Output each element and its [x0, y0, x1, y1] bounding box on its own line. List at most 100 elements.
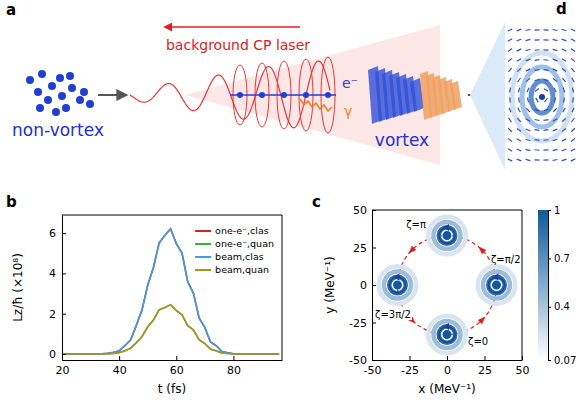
electron-dot	[325, 92, 331, 98]
tick-label: 20	[56, 364, 70, 377]
tick: 25	[353, 242, 376, 255]
tick-mark	[62, 233, 66, 234]
field-arrow	[526, 49, 531, 50]
tick-mark	[485, 356, 486, 360]
field-arrow	[535, 69, 540, 71]
field-arrow	[562, 59, 566, 62]
field-arrow	[526, 139, 531, 141]
tick: 0	[49, 348, 66, 361]
field-arrow	[517, 49, 521, 51]
field-arrow	[517, 39, 522, 41]
input-label: non-vortex	[12, 120, 104, 140]
orbit-arrow	[408, 246, 416, 254]
tick-mark	[176, 356, 177, 360]
field-arrow	[563, 108, 566, 112]
beam-cone	[470, 22, 505, 170]
field-arrow	[526, 149, 531, 150]
electron-dot	[281, 92, 287, 98]
tick: 0.4	[548, 301, 570, 312]
tick: 80	[227, 356, 241, 377]
tick-mark	[548, 307, 551, 308]
field-arrow	[508, 139, 512, 142]
rotation-circle	[439, 327, 455, 343]
field-arrow	[526, 159, 531, 160]
tick-label: 6	[49, 227, 56, 240]
electron-dot	[36, 104, 44, 112]
field-arrow	[536, 98, 539, 102]
tick-label: -25	[349, 317, 367, 330]
field-arrow	[535, 159, 540, 161]
field-arrow	[535, 49, 540, 51]
field-arrow	[526, 69, 530, 71]
vortex-labels: ζ=0ζ=π/2ζ=πζ=3π/2	[374, 219, 522, 347]
field-arrow	[554, 88, 556, 92]
tick-mark	[372, 360, 376, 361]
density-ring	[428, 316, 466, 354]
laser-label: background CP laser	[166, 37, 310, 53]
field-arrow	[526, 108, 529, 112]
vortex-label: ζ=π	[406, 219, 426, 230]
density-ring	[445, 233, 450, 238]
density-ring	[445, 332, 450, 337]
density-ring	[395, 283, 400, 288]
vortex-core	[539, 94, 545, 100]
tick: 40	[113, 356, 127, 377]
tick-mark	[233, 356, 234, 360]
panel-letter: c	[312, 193, 321, 211]
field-arrow	[509, 78, 511, 82]
density-ring	[428, 217, 466, 255]
tick-label: 40	[113, 364, 127, 377]
rotation-circle	[439, 228, 455, 244]
field-arrow	[517, 149, 522, 151]
orbit-arrow	[478, 316, 486, 324]
legend-label: beam,quan	[215, 264, 269, 275]
x-axis: -50-2502550	[364, 356, 530, 377]
electron-dot	[48, 82, 56, 90]
tick-mark	[372, 248, 376, 249]
electron-dot	[62, 104, 70, 112]
tick-mark	[548, 210, 551, 211]
field-arrow	[518, 108, 520, 112]
tick-mark	[548, 360, 551, 361]
vortex-label: ζ=π/2	[491, 254, 521, 265]
electron-dot	[76, 96, 84, 104]
tick: 50	[353, 204, 376, 217]
field-arrow	[571, 49, 575, 52]
tick-mark	[372, 323, 376, 324]
field-arrow	[544, 129, 549, 131]
photon-wiggle	[300, 99, 332, 111]
legend-item: beam,clas	[195, 251, 264, 262]
rotation-arrow	[394, 274, 400, 281]
x-axis-title: t (fs)	[158, 382, 186, 396]
output-label: vortex	[375, 130, 429, 150]
field-arrow	[562, 149, 567, 151]
plot-area	[62, 229, 279, 354]
series-line	[62, 229, 279, 354]
density-ring	[384, 272, 411, 299]
field-arrow	[544, 69, 549, 71]
field-arrow	[518, 88, 519, 93]
y-axis: -50-2502550	[349, 204, 376, 367]
tick: 0	[360, 279, 376, 292]
electron-dot	[26, 76, 34, 84]
field-arrow	[544, 119, 549, 121]
vortex-ring	[522, 67, 562, 127]
density-ring	[494, 283, 499, 288]
field-arrow	[553, 149, 558, 150]
tick-label: 50	[516, 364, 530, 377]
tick: 0.7	[548, 253, 570, 264]
axis-line	[62, 216, 63, 361]
field-arrow	[562, 49, 567, 51]
field-arrow	[571, 68, 574, 72]
panel-letter: d	[556, 0, 567, 18]
label-patch	[490, 254, 522, 265]
field-arrow	[508, 49, 512, 52]
field-arrow	[553, 129, 558, 131]
field-arrow	[517, 68, 521, 71]
field-arrow	[535, 59, 540, 61]
field-arrow	[508, 159, 512, 161]
field-arrow	[562, 118, 566, 121]
electron-dot	[259, 92, 265, 98]
field-arrow	[563, 98, 565, 103]
electron-dot	[86, 100, 94, 108]
